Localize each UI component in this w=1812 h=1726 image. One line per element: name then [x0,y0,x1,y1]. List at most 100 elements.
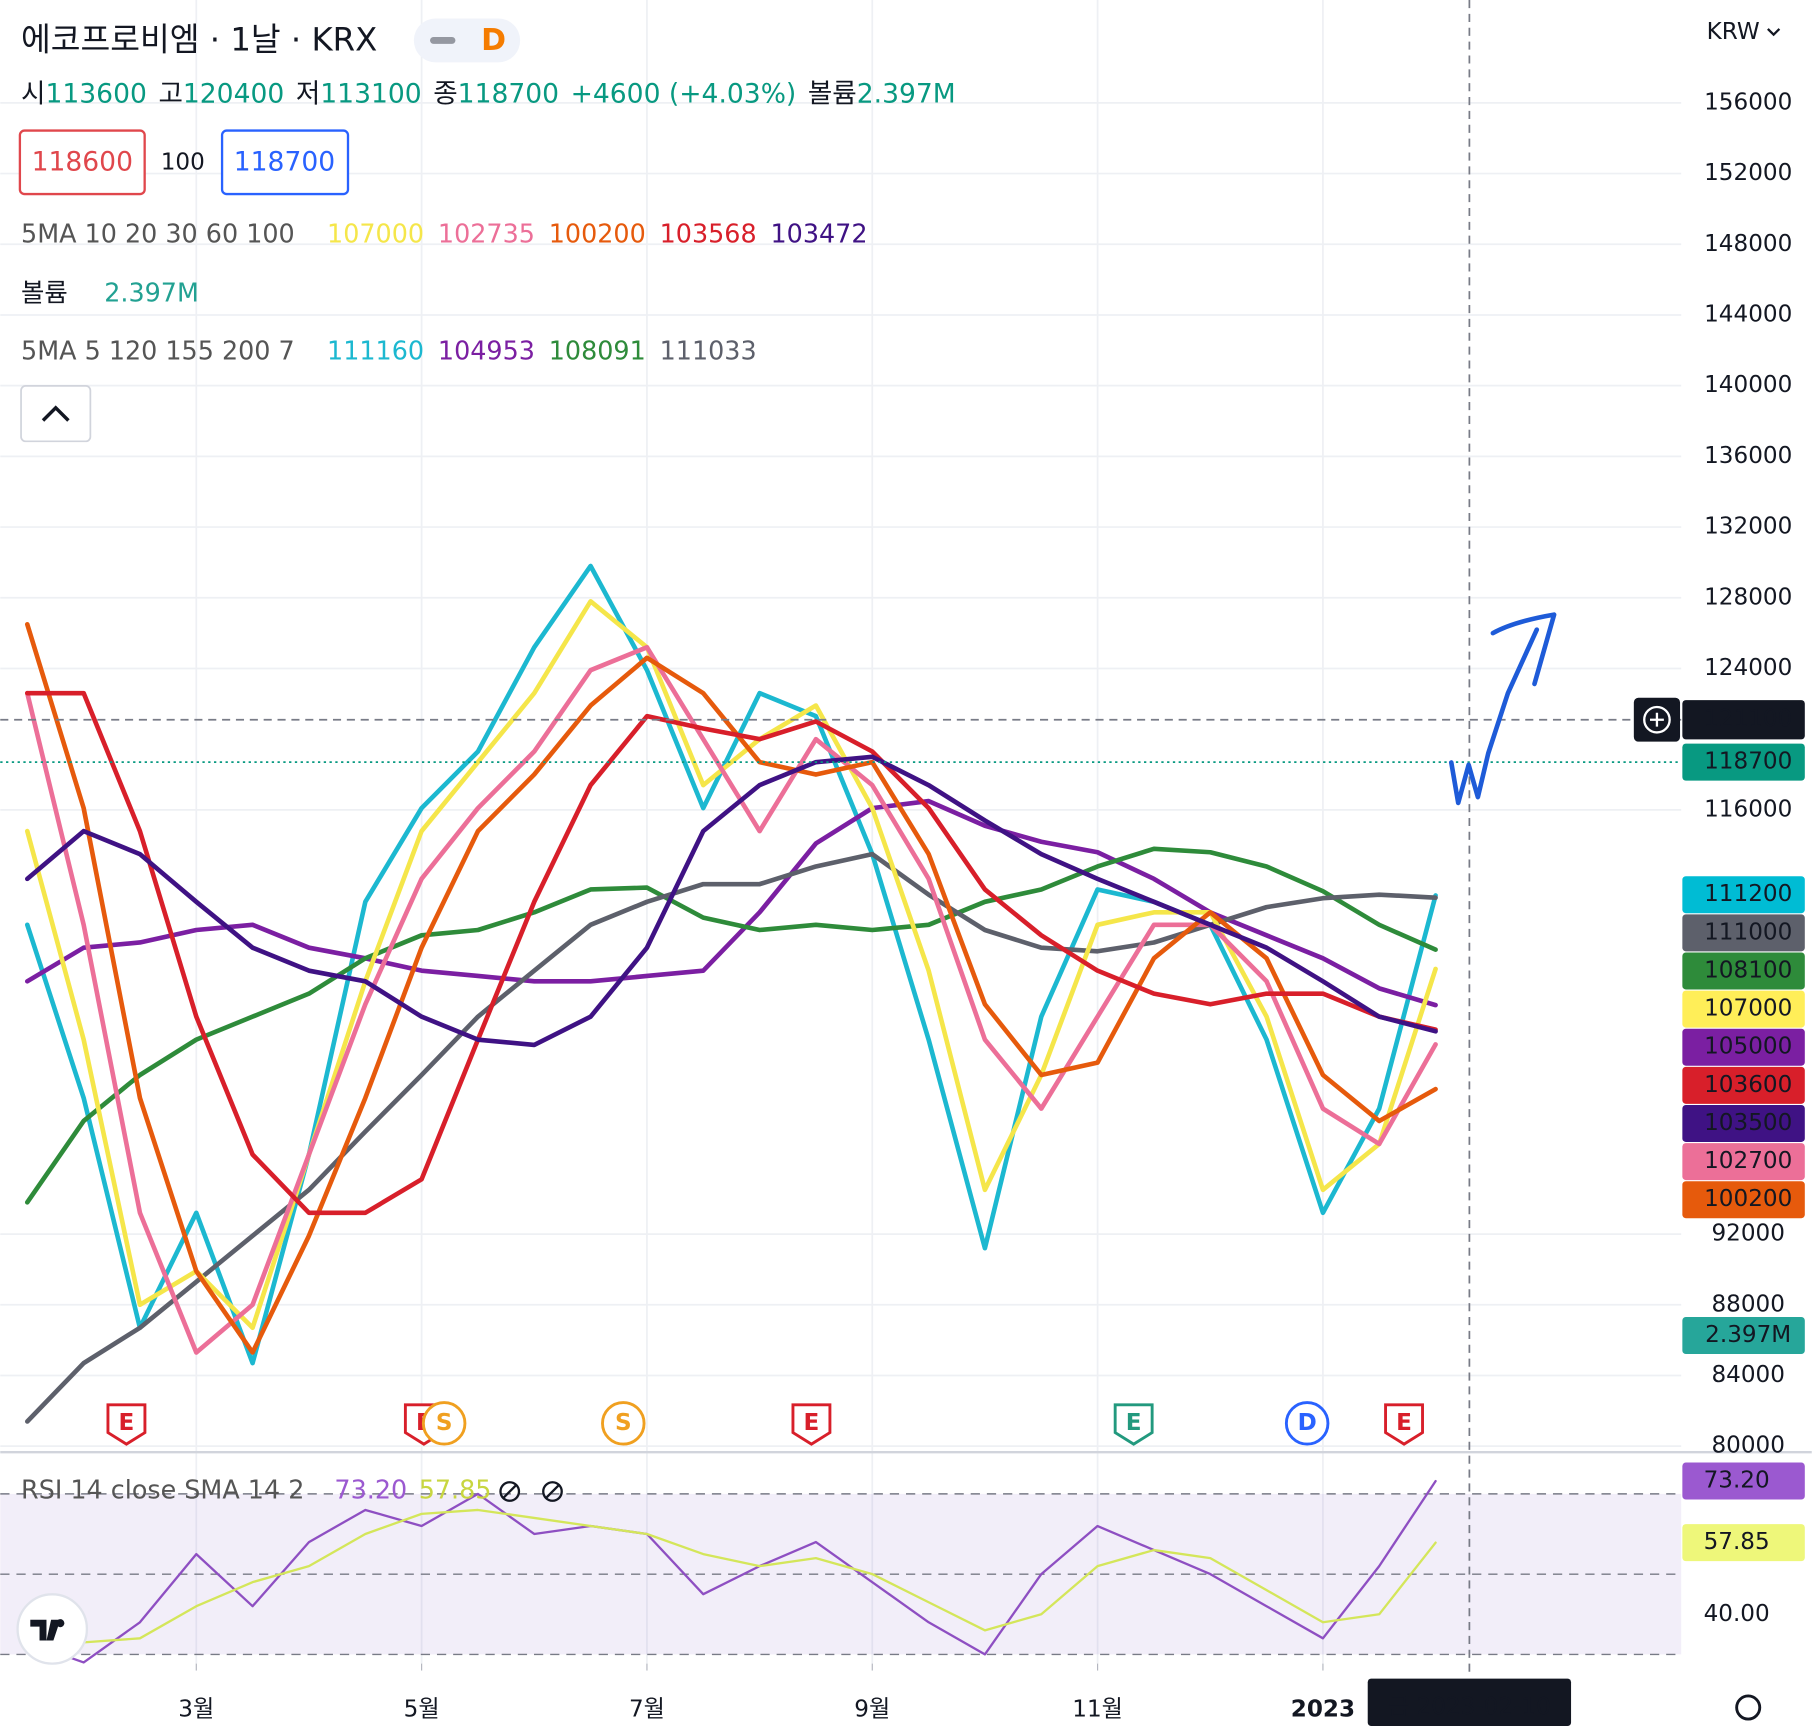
y-tick-label: 88000 [1711,1291,1784,1317]
event-label: S [615,1410,632,1436]
x-tick-label: 5월 [404,1696,440,1722]
ma-line [24,846,1438,1205]
ohlc-label: 종 [433,78,457,109]
x-tick-label: 7월 [629,1696,665,1722]
price-tag [1682,743,1805,781]
overlay-layer: EESSEEDE [0,0,1682,1678]
drawn-arrow [1448,612,1557,806]
price-tag-label: 102700 [1704,1148,1792,1174]
event-marker[interactable] [421,1401,467,1446]
event-marker[interactable] [1284,1401,1330,1446]
plus-icon [1650,712,1664,727]
legend-value: 102735 [438,219,535,249]
ma-line [24,798,1438,1008]
volume-legend-value: 2.397M [104,278,199,308]
legend-value: 107000 [327,219,424,249]
hide-icon-slash [501,1483,518,1500]
hide-icons [499,1481,563,1502]
x-tick-label: 11월 [1072,1696,1123,1722]
ma-line [24,754,1438,1048]
hide-icon[interactable] [499,1481,521,1502]
legend-label: 5MA 10 20 30 60 100 [21,219,295,249]
event-marker[interactable] [601,1401,646,1446]
legend-value: 104953 [438,335,535,365]
y-tick-label: 152000 [1704,160,1792,186]
y-tick-label: 124000 [1704,655,1792,681]
price-tag [1682,1028,1805,1066]
bid-box[interactable] [18,129,146,196]
chart-title: 에코프로비엠 · 1날 · KRX [21,21,377,59]
crosshair-date: 금 2023-02-10 [1388,1694,1551,1720]
rsi-tick-label: 40.00 [1704,1601,1770,1627]
ma-line [24,644,1438,1355]
legend-value: 103472 [771,219,868,249]
price-tag [1682,1181,1805,1219]
badge-dash [430,36,456,44]
ma-legend: 5MA 10 20 30 60 100 107000 102735 100200 103… [21,219,867,249]
event-label: D [1298,1410,1317,1436]
legend-value: 103568 [660,219,757,249]
interval-badge[interactable] [413,18,521,63]
settings-icon[interactable] [1735,1694,1762,1721]
crosshair-price-tag [1682,700,1805,740]
price-tag [1682,876,1805,914]
x-tick-label: 9월 [854,1696,890,1722]
ohlc-label: 고 [158,78,182,109]
rsi-legend: RSI 14 close SMA 14 2 73.20 57.85 [21,1474,491,1504]
price-tag-label: 108100 [1704,957,1792,983]
ask-box[interactable] [220,129,350,196]
y-tick-label: 156000 [1704,89,1792,115]
ask-price: 118700 [234,146,335,177]
ohlc-value: 118700 [458,78,559,109]
event-label: E [1396,1410,1412,1436]
ohlc-change: +4600 (+4.03%) [571,78,797,109]
price-tag-label: 107000 [1704,996,1792,1022]
rsi-legend-label: RSI 14 close SMA 14 2 [21,1474,304,1504]
volume-tag-label: 2.397M [1705,1322,1791,1348]
ohlc-label: 저 [296,78,320,109]
event-label: E [1126,1410,1142,1436]
crosshair-price: 121100 [1704,706,1792,732]
ma-line [24,599,1438,1331]
price-tag [1682,952,1805,990]
event-label: E [119,1410,135,1436]
y-tick-label: 136000 [1704,443,1792,469]
y-tick-label: 140000 [1704,372,1792,398]
interval-label: D [481,23,506,58]
ohlc-value: 113600 [45,78,146,109]
ohlc-label: 시 [21,78,45,109]
rsi-tag-label: 57.85 [1704,1529,1770,1555]
collapse-button[interactable] [20,384,92,443]
event-label: E [804,1410,820,1436]
rsi-line [26,1508,1437,1644]
legend-label: 5MA 5 120 155 200 7 [21,335,295,365]
rsi-tag [1682,1524,1805,1562]
event-marker[interactable] [1384,1403,1424,1446]
price-tag-label: 111000 [1704,919,1792,945]
bid-price: 118600 [32,146,133,177]
logo-mark [30,1619,61,1641]
event-marker[interactable] [106,1403,147,1446]
event-marker[interactable] [791,1403,832,1446]
price-tag [1682,1066,1805,1104]
currency-chevron [1767,28,1781,37]
price-tag-label: 111200 [1704,881,1792,907]
legend-value: 111160 [327,335,424,365]
y-tick-label: 92000 [1711,1221,1784,1247]
ma-legend: 5MA 5 120 155 200 7 111160 104953 108091 111… [21,335,757,365]
x-tick-label: 3월 [178,1696,214,1722]
ma-line [24,851,1438,1424]
legend-value: 111033 [660,335,757,365]
volume-legend-label: 볼륨 [21,278,68,308]
event-marker[interactable] [1113,1403,1154,1446]
rsi-line [26,1479,1437,1664]
currency[interactable]: KRW [1707,19,1760,45]
y-tick-label: 84000 [1711,1362,1784,1388]
hide-icon[interactable] [542,1481,563,1502]
logo-dot [56,1619,65,1628]
rsi-tag-label: 73.20 [1704,1468,1770,1494]
x-tick-label: 2023 [1291,1696,1355,1722]
